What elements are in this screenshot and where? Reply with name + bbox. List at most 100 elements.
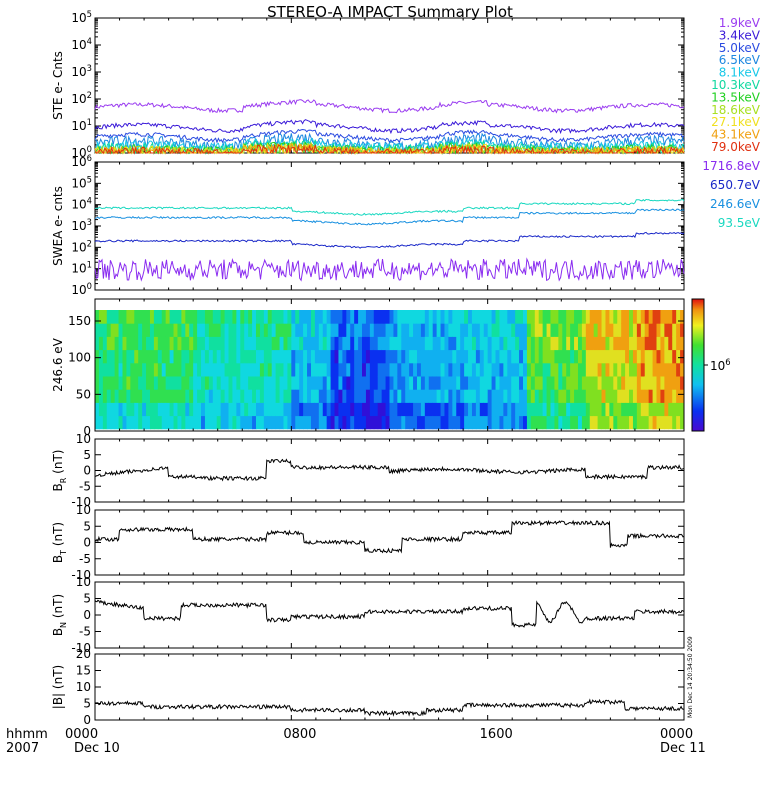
pad-cell [648,349,654,364]
pad-cell [126,415,131,430]
pad-cell [118,402,123,417]
pad-cell [632,415,638,430]
pad-cell [146,323,151,337]
pad-cell [577,310,583,324]
pad-cell [625,323,630,337]
pad-cell [597,336,603,351]
pad-cell [146,389,151,403]
pad-cell [149,310,155,324]
pad-cell [181,415,186,430]
y-tick-label: 150 [68,314,91,328]
pad-cell [358,376,363,390]
pad-cell [95,336,100,351]
pad-cell [436,389,442,403]
pad-cell [275,349,281,364]
pad-cell [126,402,131,417]
pad-cell [397,310,402,324]
pad-cell [212,415,218,430]
pad-cell [621,415,626,430]
pad-cell [550,415,555,430]
pad-cell [397,402,402,417]
pad-cell [334,389,339,403]
pad-cell [436,402,442,417]
pad-cell [550,349,555,364]
pad-cell [232,336,237,351]
pad-cell [499,362,504,377]
pad-cell [475,362,481,377]
pad-cell [538,389,544,403]
pad-cell [326,415,332,430]
pad-cell [605,323,610,337]
pad-cell [613,336,618,351]
pad-cell [597,415,603,430]
pad-cell [153,376,159,390]
pad-cell [330,336,336,351]
pad-cell [668,376,673,390]
pad-cell [613,389,618,403]
pad-cell [393,389,398,403]
pad-cell [255,323,261,337]
pad-cell [228,323,233,337]
legend-entry: 79.0keV [711,140,761,154]
pad-cell [385,323,390,337]
pad-cell [526,376,532,390]
pad-cell [664,389,669,403]
pad-cell [267,415,273,430]
pad-cell [495,376,500,390]
pad-cell [574,310,579,324]
pad-cell [106,362,112,377]
pad-cell [342,402,347,417]
pad-cell [613,362,618,377]
pad-cell [307,323,312,337]
pad-cell [668,389,673,403]
pad-cell [224,402,230,417]
pad-cell [208,415,214,430]
y-tick-label: 5 [83,448,91,462]
pad-cell [629,323,634,337]
pad-cell [271,362,277,377]
pad-cell [267,349,273,364]
pad-cell [393,402,398,417]
pad-cell [526,336,532,351]
pad-cell [173,376,178,390]
pad-cell [189,402,194,417]
pad-cell [102,376,108,390]
pad-cell [177,323,182,337]
pad-cell [146,362,151,377]
pad-cell [644,310,650,324]
pad-cell [126,336,131,351]
pad-cell [519,362,524,377]
y-tick-label: 101 [71,117,92,133]
pad-cell [483,402,489,417]
pad-cell [413,402,418,417]
pad-cell [130,323,135,337]
pad-cell [369,310,375,324]
pad-cell [680,389,684,403]
pad-cell [220,310,226,324]
pad-cell [526,402,532,417]
pad-cell [146,349,151,364]
pad-cell [381,336,387,351]
pad-cell [377,336,383,351]
pad-cell [197,323,202,337]
pad-cell [660,415,665,430]
pad-cell [346,389,351,403]
pad-cell [617,415,622,430]
pad-cell [656,415,661,430]
pad-cell [354,349,359,364]
pad-cell [153,323,159,337]
pad-cell [287,336,292,351]
pad-cell [369,415,375,430]
pad-cell [146,415,151,430]
pad-cell [503,349,508,364]
pad-cell [534,310,540,324]
pad-cell [640,336,646,351]
pad-cell [601,362,606,377]
pad-cell [632,336,638,351]
pad-cell [656,402,661,417]
pad-cell [581,336,587,351]
pad-cell [255,310,261,324]
pad-cell [436,323,442,337]
